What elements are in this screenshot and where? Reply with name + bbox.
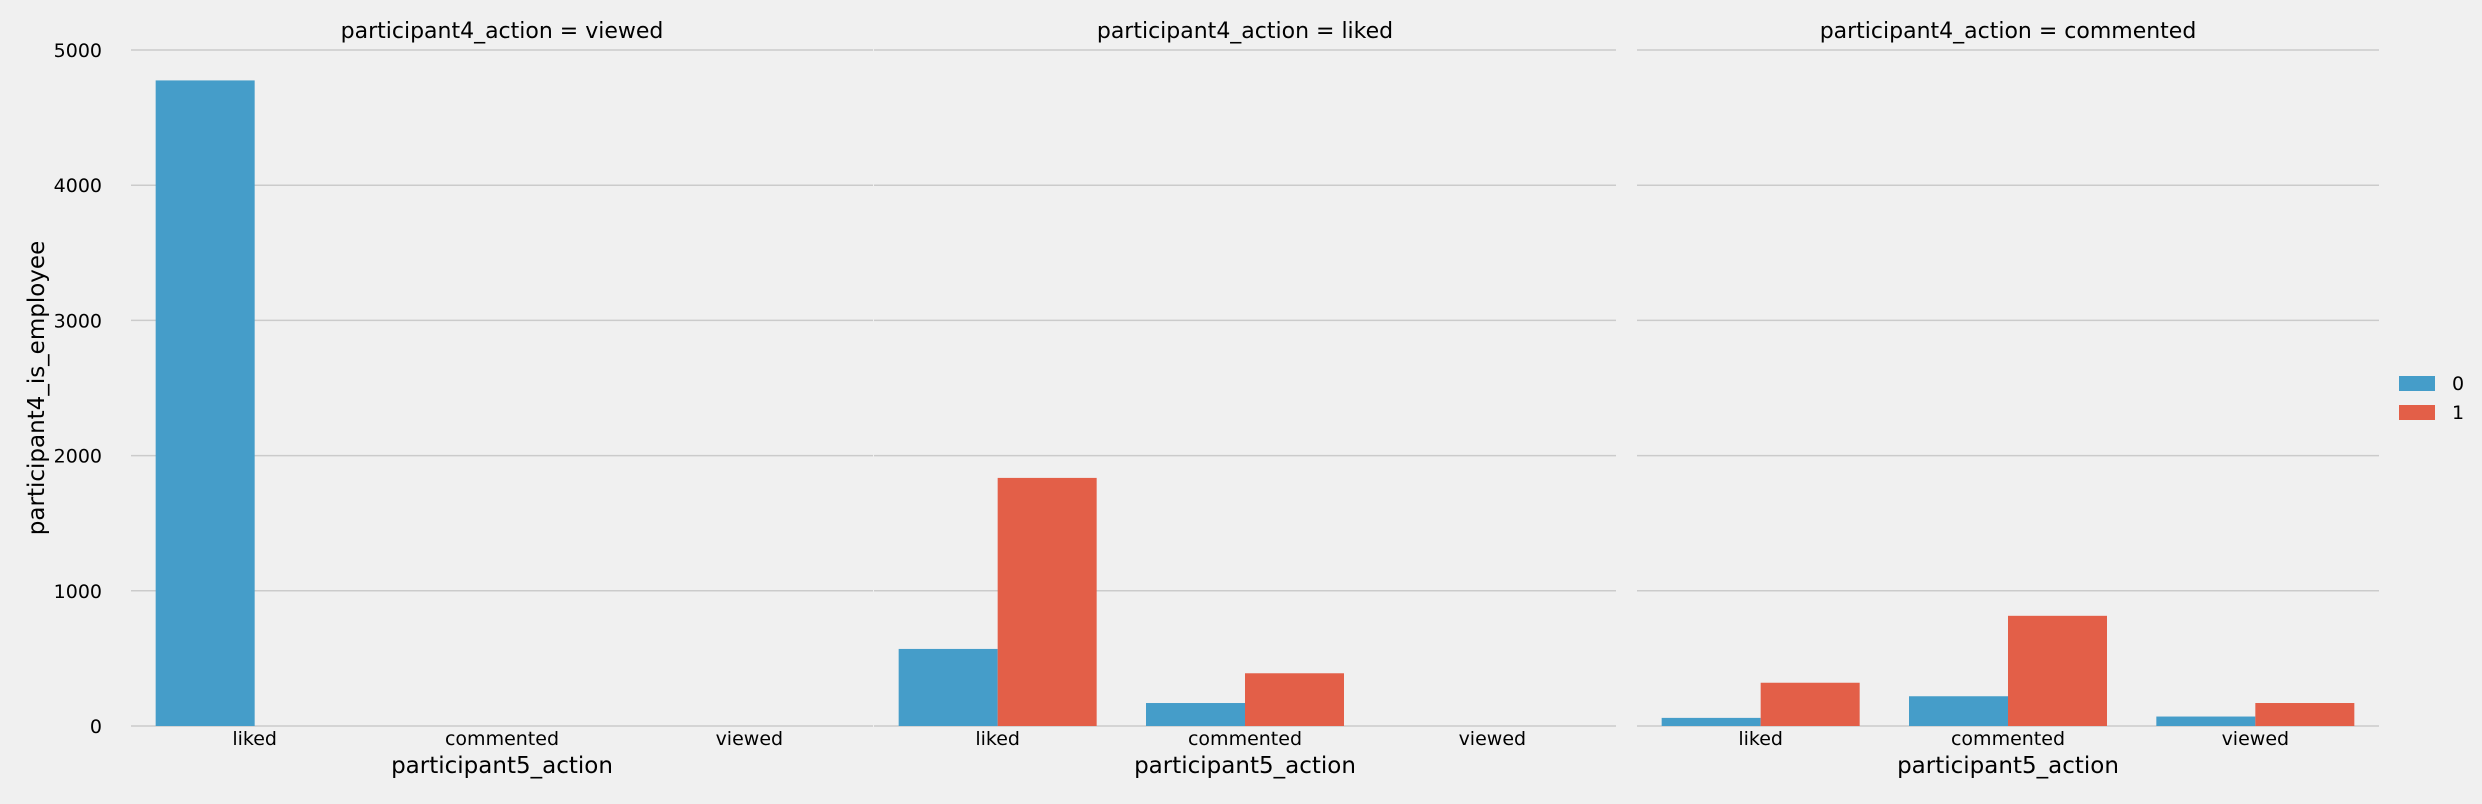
x-tick-label: liked: [975, 728, 1020, 750]
bar-commented-series-1: [1245, 673, 1344, 726]
legend-swatch-1: [2399, 405, 2435, 420]
y-axis-label: participant4_is_employee: [24, 241, 50, 535]
bar-viewed-series-0: [2156, 716, 2256, 726]
x-axis-label: participant5_action: [1897, 753, 2119, 779]
legend-swatch-0: [2399, 376, 2435, 391]
bar-liked-series-1: [997, 477, 1097, 726]
y-tick-label: 0: [90, 716, 102, 738]
panel-title: participant4_action = commented: [1820, 19, 2197, 44]
x-tick-label: liked: [232, 728, 277, 750]
x-tick-label: commented: [1188, 728, 1302, 750]
y-tick-label: 3000: [54, 310, 102, 332]
legend-label-0: 0: [2452, 373, 2464, 395]
x-axis-label: participant5_action: [1134, 753, 1356, 779]
y-tick-label: 4000: [54, 175, 102, 197]
x-tick-label: liked: [1738, 728, 1783, 750]
y-tick-label: 2000: [54, 446, 102, 468]
bar-commented-series-1: [2008, 615, 2107, 726]
x-axis-label: participant5_action: [391, 753, 613, 779]
panel-title: participant4_action = liked: [1097, 19, 1393, 44]
bar-commented-series-0: [1909, 696, 2008, 726]
legend-label-1: 1: [2452, 402, 2464, 424]
bar-liked-series-0: [1661, 717, 1761, 726]
panel-3: participant4_action = commented liked comm…: [1637, 19, 2379, 779]
x-tick-label: viewed: [716, 728, 784, 750]
x-tick-label: viewed: [1459, 728, 1527, 750]
y-tick-label: 5000: [54, 40, 102, 62]
bar-liked-series-0: [155, 80, 255, 727]
y-tick-label: 1000: [54, 581, 102, 603]
x-tick-label: commented: [445, 728, 559, 750]
panel-1: participant4_action = viewed liked comment…: [54, 19, 873, 779]
panel-title: participant4_action = viewed: [341, 19, 664, 44]
bar-liked-series-1: [1760, 682, 1860, 726]
bar-viewed-series-1: [2255, 703, 2355, 726]
x-tick-label: viewed: [2222, 728, 2290, 750]
legend: 01: [2399, 373, 2464, 424]
panel-2: participant4_action = liked liked commente…: [874, 19, 1616, 779]
bar-liked-series-0: [898, 648, 998, 726]
chart-panels: participant4_action = viewed liked comment…: [54, 19, 2379, 779]
bar-commented-series-0: [1146, 703, 1245, 726]
x-tick-label: commented: [1951, 728, 2065, 750]
